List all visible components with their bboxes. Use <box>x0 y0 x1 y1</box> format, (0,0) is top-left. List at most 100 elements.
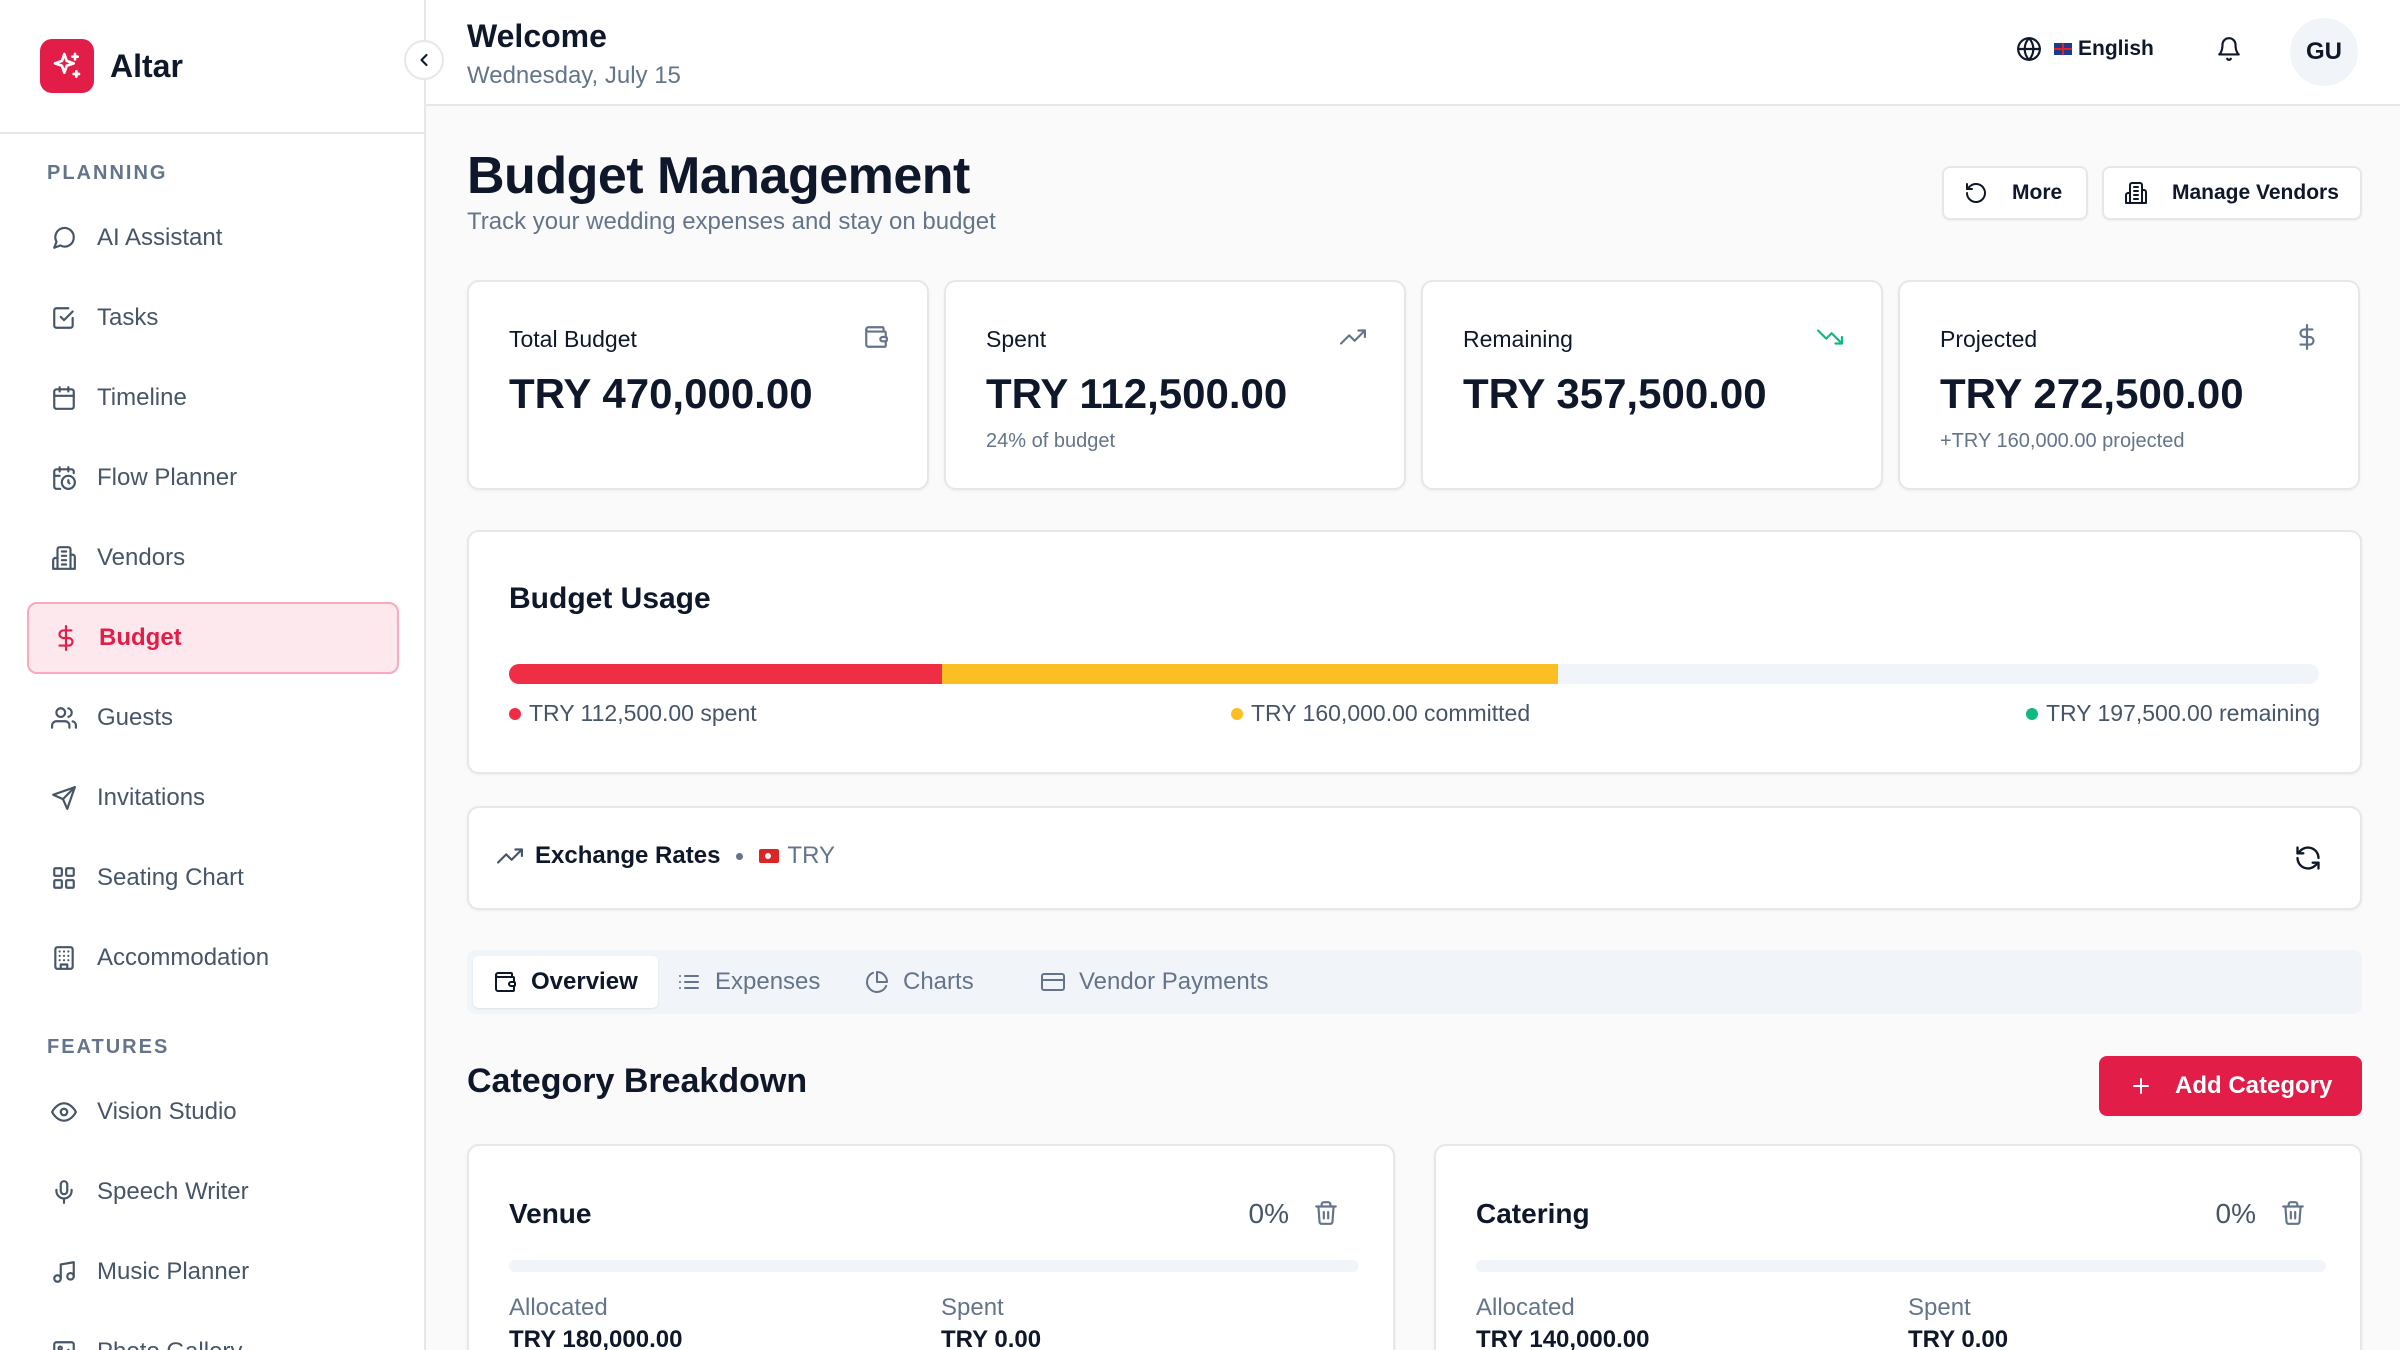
app-name: Altar <box>110 47 183 84</box>
calendar-clock-icon <box>49 463 79 493</box>
chevron-left-icon <box>414 50 434 70</box>
legend-spent: TRY 112,500.00 spent <box>509 700 757 727</box>
tab-overview[interactable]: Overview <box>473 956 658 1008</box>
avatar[interactable]: GU <box>2290 18 2358 86</box>
sidebar-item-label: Guests <box>97 704 174 731</box>
stat-label: Spent <box>986 326 1047 352</box>
category-percent: 0% <box>2215 1198 2256 1229</box>
tab-label: Overview <box>531 968 638 995</box>
budget-usage-bar <box>509 664 2319 684</box>
checkbox-icon <box>49 303 79 333</box>
tab-charts[interactable]: Charts <box>845 956 994 1008</box>
more-label: More <box>2012 181 2063 204</box>
exchange-rates-title: Exchange Rates <box>535 842 721 869</box>
category-name: Catering <box>1476 1198 1590 1229</box>
top-header: Welcome Wednesday, July 15 English GU <box>426 0 2400 106</box>
sidebar-item-music-planner[interactable]: Music Planner <box>27 1236 399 1308</box>
turkey-flag-icon <box>759 849 780 863</box>
sidebar-item-vendors[interactable]: Vendors <box>27 522 399 594</box>
uk-flag-icon <box>2054 43 2072 55</box>
tab-label: Vendor Payments <box>1079 968 1269 995</box>
exchange-currency: TRY <box>787 842 835 869</box>
stat-value: TRY 272,500.00 <box>1940 370 2244 417</box>
sidebar-item-ai-assistant[interactable]: AI Assistant <box>27 202 399 274</box>
language-selector[interactable]: English <box>2016 36 2154 62</box>
category-breakdown-title: Category Breakdown <box>467 1062 808 1100</box>
add-category-button[interactable]: Add Category <box>2099 1056 2362 1116</box>
trash-icon[interactable] <box>1313 1200 1339 1226</box>
sidebar-item-budget[interactable]: Budget <box>27 602 399 674</box>
more-button[interactable]: More <box>1942 166 2088 220</box>
spent-value: TRY 0.00 <box>941 1326 1042 1350</box>
stat-card-remaining: Remaining TRY 357,500.00 <box>1421 280 1883 490</box>
sidebar-item-label: Speech Writer <box>97 1178 249 1205</box>
image-icon <box>49 1337 79 1350</box>
page-subtitle: Track your wedding expenses and stay on … <box>467 208 996 235</box>
exchange-rates-card[interactable]: Exchange Rates TRY <box>467 806 2362 910</box>
allocated-label: Allocated <box>1476 1294 1575 1321</box>
sidebar-item-photo-gallery[interactable]: Photo Gallery <box>27 1316 399 1350</box>
sidebar-item-label: Timeline <box>97 384 187 411</box>
budget-usage-title: Budget Usage <box>509 582 711 615</box>
sidebar-item-vision-studio[interactable]: Vision Studio <box>27 1076 399 1148</box>
sidebar-item-label: Tasks <box>97 304 159 331</box>
sidebar: Altar PLANNING AI Assistant Tasks Timeli… <box>0 0 426 1350</box>
eye-icon <box>49 1097 79 1127</box>
category-percent: 0% <box>1248 1198 1289 1229</box>
tab-label: Expenses <box>715 968 821 995</box>
sidebar-item-guests[interactable]: Guests <box>27 682 399 754</box>
legend-spent-label: TRY 112,500.00 spent <box>529 700 757 726</box>
send-icon <box>49 783 79 813</box>
sidebar-item-timeline[interactable]: Timeline <box>27 362 399 434</box>
trending-down-icon <box>1817 324 1843 350</box>
stat-card-spent: Spent TRY 112,500.00 24% of budget <box>944 280 1406 490</box>
sidebar-item-label: AI Assistant <box>97 224 223 251</box>
sidebar-item-tasks[interactable]: Tasks <box>27 282 399 354</box>
category-card-venue: Venue 0% Allocated TRY 180,000.00 Spent … <box>467 1144 1395 1350</box>
trash-icon[interactable] <box>2280 1200 2306 1226</box>
sidebar-item-label: Invitations <box>97 784 206 811</box>
sidebar-item-flow-planner[interactable]: Flow Planner <box>27 442 399 514</box>
dot-icon <box>1231 707 1243 720</box>
allocated-value: TRY 140,000.00 <box>1476 1326 1650 1350</box>
tab-vendor-payments[interactable]: Vendor Payments <box>1021 956 1288 1008</box>
manage-vendors-button[interactable]: Manage Vendors <box>2102 166 2362 220</box>
exchange-rates-header: Exchange Rates TRY <box>497 842 835 870</box>
stat-sub: +TRY 160,000.00 projected <box>1940 430 2185 452</box>
tab-label: Charts <box>903 968 974 995</box>
usage-segment-committed <box>942 664 1559 684</box>
sidebar-item-accommodation[interactable]: Accommodation <box>27 922 399 994</box>
stat-value: TRY 357,500.00 <box>1463 370 1767 417</box>
legend-committed-label: TRY 160,000.00 committed <box>1251 700 1531 726</box>
sidebar-item-seating-chart[interactable]: Seating Chart <box>27 842 399 914</box>
welcome-title: Welcome <box>467 18 607 54</box>
stat-label: Remaining <box>1463 326 1573 352</box>
sidebar-item-invitations[interactable]: Invitations <box>27 762 399 834</box>
page-title: Budget Management <box>467 147 970 205</box>
main-content: Budget Management Track your wedding exp… <box>426 106 2400 1350</box>
spent-label: Spent <box>941 1294 1004 1321</box>
wallet-icon <box>863 324 889 350</box>
stat-label: Projected <box>1940 326 2038 352</box>
sidebar-item-speech-writer[interactable]: Speech Writer <box>27 1156 399 1228</box>
stat-card-total-budget: Total Budget TRY 470,000.00 <box>467 280 929 490</box>
bell-icon <box>2216 36 2242 62</box>
dollar-icon <box>2294 324 2320 350</box>
sidebar-item-label: Budget <box>99 624 182 651</box>
legend-committed: TRY 160,000.00 committed <box>1231 700 1530 727</box>
sidebar-item-label: Vision Studio <box>97 1098 237 1125</box>
stat-value: TRY 470,000.00 <box>509 370 813 417</box>
sidebar-item-label: Music Planner <box>97 1258 250 1285</box>
plus-icon <box>2129 1074 2153 1098</box>
separator-dot <box>736 852 744 860</box>
collapse-sidebar-button[interactable] <box>404 40 444 80</box>
dot-icon <box>2025 707 2038 720</box>
tab-expenses[interactable]: Expenses <box>657 956 840 1008</box>
notifications-button[interactable] <box>2216 36 2242 62</box>
stat-sub: 24% of budget <box>986 430 1115 452</box>
list-icon <box>677 970 701 994</box>
brand[interactable]: Altar <box>0 0 424 134</box>
refresh-icon[interactable] <box>2294 844 2322 872</box>
language-label: English <box>2078 37 2154 60</box>
spent-label: Spent <box>1908 1294 1971 1321</box>
